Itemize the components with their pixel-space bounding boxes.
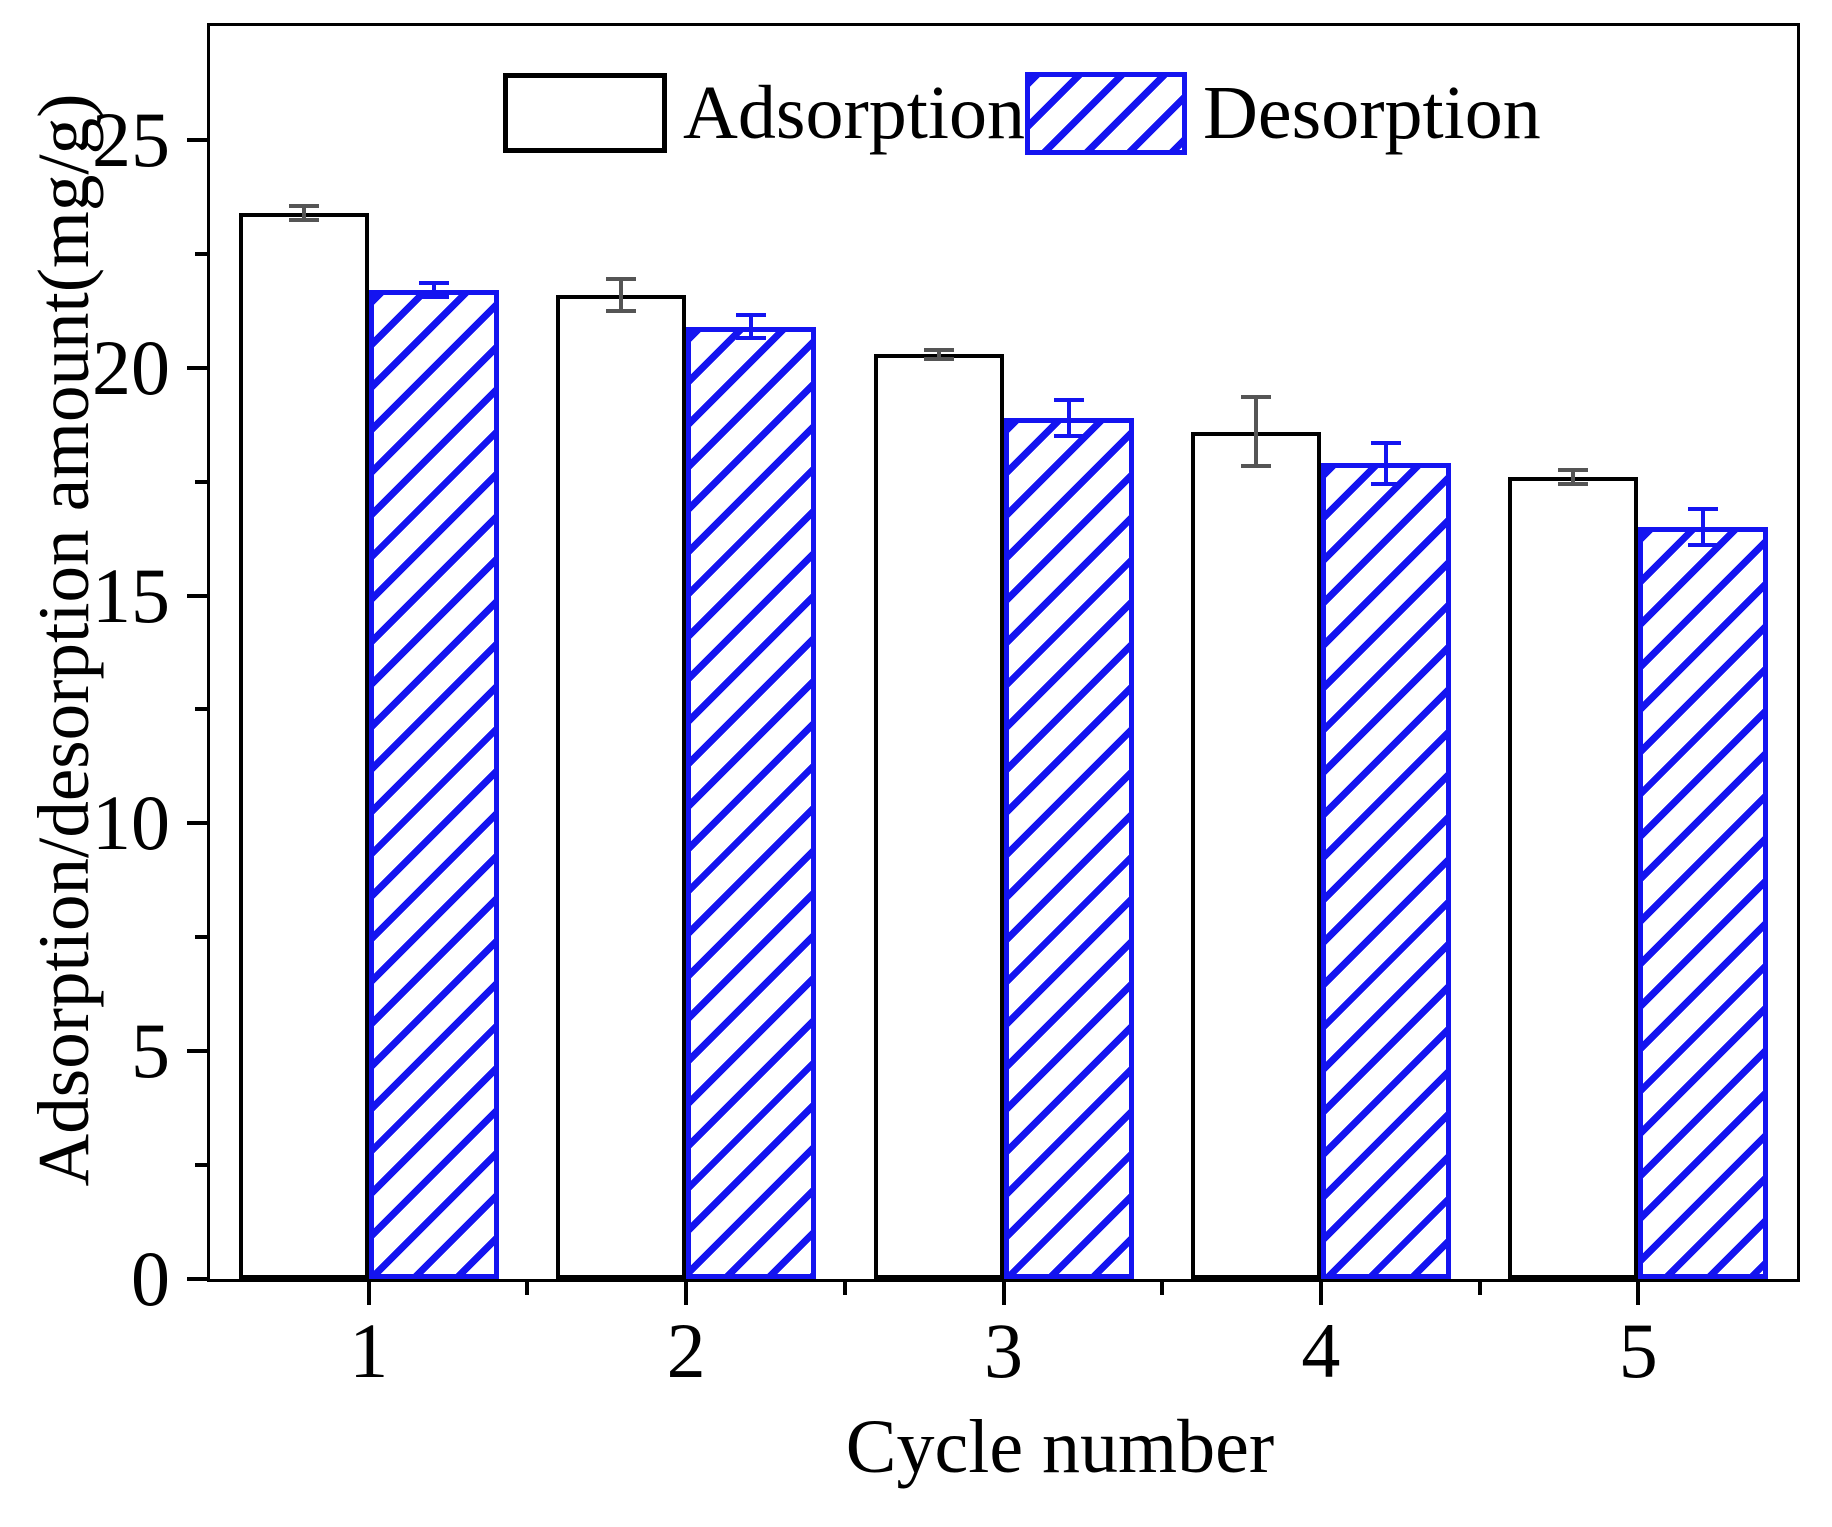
x-minor-tick-4.5 [1477, 1282, 1482, 1295]
desorption-error-bar-cycle-5 [1701, 508, 1706, 546]
desorption-error-cap-low-cycle-4 [1370, 481, 1401, 486]
y-tick-label-10: 10 [92, 779, 170, 867]
x-tick-2 [684, 1282, 689, 1305]
desorption-error-cap-low-cycle-2 [736, 336, 767, 341]
desorption-error-bar-cycle-2 [749, 315, 754, 339]
adsorption-error-cap-high-cycle-3 [923, 347, 954, 352]
x-tick-label-5: 5 [1618, 1307, 1658, 1394]
desorption-error-bar-cycle-4 [1383, 442, 1388, 484]
adsorption-legend-swatch [503, 73, 667, 153]
desorption-error-cap-high-cycle-4 [1370, 440, 1401, 445]
x-tick-label-2: 2 [666, 1307, 706, 1394]
adsorption-error-cap-low-cycle-3 [923, 356, 954, 361]
x-minor-tick-1.5 [525, 1282, 530, 1295]
desorption-error-cap-low-cycle-1 [418, 295, 449, 300]
x-tick-5 [1636, 1282, 1641, 1305]
adsorption-bar-cycle-4 [1190, 431, 1321, 1279]
x-tick-label-3: 3 [984, 1307, 1023, 1394]
desorption-bar-cycle-5 [1638, 527, 1769, 1279]
x-axis-title: Cycle number [845, 1405, 1275, 1489]
desorption-error-cap-high-cycle-1 [418, 281, 449, 286]
adsorption-bar-cycle-3 [873, 354, 1004, 1279]
adsorption-bar-cycle-2 [556, 294, 687, 1279]
y-tick-5 [187, 1049, 207, 1054]
adsorption-error-bar-cycle-3 [936, 349, 941, 359]
x-minor-tick-2.5 [842, 1282, 847, 1295]
y-tick-15 [187, 593, 207, 598]
plot-area [207, 23, 1800, 1282]
adsorption-error-bar-cycle-1 [301, 205, 306, 220]
desorption-error-cap-high-cycle-2 [736, 313, 767, 318]
y-minor-tick-7.5 [195, 935, 207, 940]
y-tick-label-5: 5 [131, 1007, 170, 1095]
desorption-error-cap-high-cycle-5 [1688, 506, 1719, 511]
y-tick-label-20: 20 [92, 323, 170, 411]
y-tick-10 [187, 821, 207, 826]
y-tick-25 [187, 137, 207, 142]
y-minor-tick-12.5 [195, 707, 207, 712]
y-tick-label-15: 15 [92, 551, 170, 639]
y-tick-label-0: 0 [131, 1235, 170, 1322]
adsorption-error-cap-high-cycle-2 [606, 276, 637, 281]
adsorption-error-cap-high-cycle-5 [1558, 468, 1589, 473]
desorption-bar-cycle-3 [1003, 417, 1134, 1279]
adsorption-error-bar-cycle-5 [1571, 470, 1576, 484]
desorption-error-cap-low-cycle-3 [1053, 434, 1084, 439]
adsorption-error-cap-high-cycle-1 [288, 203, 319, 208]
y-tick-20 [187, 365, 207, 370]
x-tick-4 [1318, 1282, 1323, 1305]
desorption-bar-cycle-2 [686, 326, 817, 1279]
adsorption-error-cap-low-cycle-1 [288, 217, 319, 222]
x-tick-1 [366, 1282, 371, 1305]
y-minor-tick-22.5 [195, 251, 207, 256]
x-tick-3 [1001, 1282, 1006, 1305]
x-tick-label-4: 4 [1301, 1307, 1341, 1394]
desorption-legend-label: Desorption [1203, 71, 1541, 155]
adsorption-error-bar-cycle-4 [1253, 397, 1258, 466]
desorption-bar-cycle-1 [368, 290, 499, 1279]
adsorption-error-cap-low-cycle-2 [606, 308, 637, 313]
y-tick-0 [187, 1277, 207, 1281]
adsorption-error-cap-high-cycle-4 [1240, 395, 1271, 400]
desorption-bar-cycle-4 [1320, 463, 1451, 1279]
desorption-legend-swatch [1025, 72, 1187, 155]
adsorption-bar-cycle-1 [238, 212, 369, 1279]
adsorption-error-cap-low-cycle-4 [1240, 463, 1271, 468]
adsorption-legend-label: Adsorption [683, 71, 1025, 155]
x-minor-tick-3.5 [1160, 1282, 1165, 1295]
y-minor-tick-2.5 [195, 1163, 207, 1168]
desorption-error-cap-high-cycle-3 [1053, 397, 1084, 402]
desorption-error-bar-cycle-3 [1066, 399, 1071, 437]
y-minor-tick-17.5 [195, 479, 207, 484]
y-tick-label-25: 25 [92, 95, 170, 183]
desorption-error-bar-cycle-1 [431, 283, 436, 298]
adsorption-bar-cycle-5 [1508, 477, 1639, 1279]
x-tick-label-1: 1 [349, 1307, 389, 1394]
adsorption-error-bar-cycle-2 [619, 278, 624, 311]
desorption-error-cap-low-cycle-5 [1688, 543, 1719, 548]
adsorption-error-cap-low-cycle-5 [1558, 481, 1589, 486]
